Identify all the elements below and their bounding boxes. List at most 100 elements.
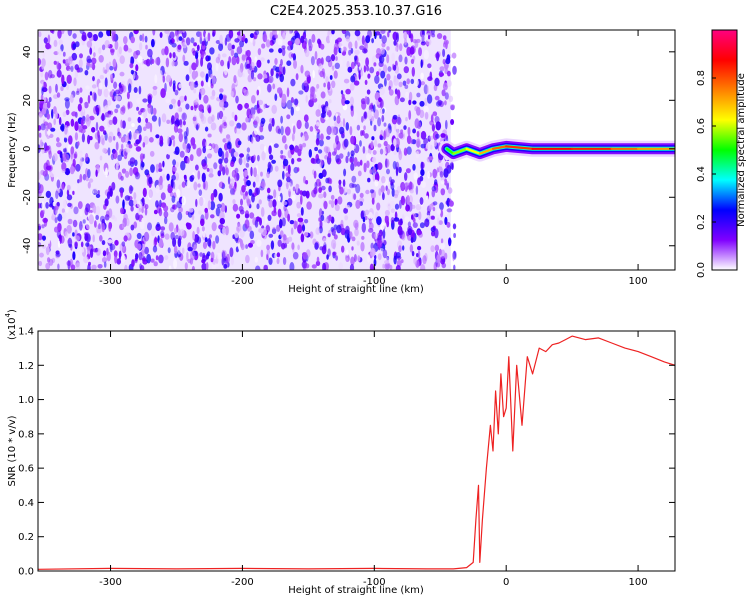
noise-speckle [177,44,182,50]
y-tick-label: 20 [22,94,33,107]
noise-speckle [404,172,408,181]
noise-speckle [452,65,457,75]
noise-speckle [190,137,196,146]
noise-speckle [445,57,451,65]
noise-speckle [138,85,142,95]
noise-speckle [322,237,327,245]
noise-speckle [274,93,278,101]
noise-speckle [400,195,406,206]
noise-speckle [176,188,181,198]
noise-speckle [140,108,146,113]
noise-speckle [230,178,235,187]
noise-speckle [187,258,192,264]
noise-speckle [172,139,176,147]
noise-speckle [99,125,105,132]
noise-speckle [105,113,112,118]
noise-speckle [318,193,324,199]
noise-speckle [121,241,126,247]
noise-speckle [252,38,256,47]
noise-speckle [84,70,89,76]
noise-speckle [101,44,106,51]
noise-speckle [249,212,255,219]
noise-speckle [407,126,411,136]
noise-speckle [196,147,202,157]
noise-speckle [142,98,148,103]
noise-speckle [124,264,128,270]
noise-speckle [378,97,382,103]
noise-speckle [127,101,130,110]
noise-speckle [420,143,426,149]
noise-speckle [60,44,64,52]
noise-speckle [114,217,117,222]
noise-speckle [343,168,347,177]
noise-speckle [64,231,69,239]
noise-speckle [172,80,176,86]
noise-speckle [218,43,224,52]
noise-speckle [136,97,142,105]
noise-speckle [282,32,286,40]
snr-series [38,335,675,570]
noise-speckle [377,239,383,248]
noise-speckle [221,116,227,121]
noise-speckle [360,210,364,220]
noise-speckle [210,155,215,164]
noise-speckle [393,255,397,265]
noise-speckle [244,102,250,109]
noise-speckle [45,145,50,151]
noise-speckle [136,130,140,135]
noise-speckle [236,213,241,219]
noise-speckle [114,254,118,264]
noise-speckle [386,46,390,51]
noise-speckle [128,55,131,63]
noise-speckle [316,256,320,263]
noise-speckle [319,87,325,93]
noise-speckle [203,94,209,104]
noise-speckle [407,30,411,36]
noise-speckle [41,201,45,210]
noise-speckle [85,203,91,213]
noise-speckle [341,245,345,253]
noise-speckle [385,144,391,154]
noise-speckle [266,171,270,179]
noise-speckle [118,46,123,55]
noise-speckle [220,59,225,67]
noise-speckle [99,74,105,80]
noise-speckle [144,246,150,255]
noise-speckle [144,207,148,216]
noise-speckle [351,175,357,183]
noise-speckle [167,185,173,194]
noise-speckle [284,143,288,150]
noise-speckle [232,203,239,212]
noise-speckle [174,112,179,121]
noise-speckle [415,38,421,43]
noise-speckle [249,107,256,116]
noise-speckle [158,207,163,217]
noise-speckle [45,202,49,209]
noise-speckle [163,210,169,218]
noise-speckle [280,125,284,136]
noise-speckle [343,138,349,148]
noise-speckle [286,60,292,66]
noise-speckle [150,258,155,263]
noise-speckle [241,54,246,61]
noise-speckle [221,94,227,100]
noise-speckle [101,257,108,263]
noise-speckle [268,123,272,132]
noise-speckle [192,116,197,122]
noise-speckle [323,191,327,198]
noise-speckle [320,214,325,222]
noise-speckle [62,199,67,209]
noise-speckle [359,159,363,166]
noise-speckle [168,265,172,270]
noise-speckle [202,241,208,249]
noise-speckle [123,213,128,221]
noise-speckle [71,111,77,117]
noise-speckle [309,231,314,239]
noise-speckle [85,242,90,247]
noise-speckle [281,135,287,144]
noise-speckle [177,99,181,107]
noise-speckle [226,134,231,140]
noise-speckle [358,70,361,80]
noise-speckle [294,38,300,46]
noise-speckle [440,242,445,250]
